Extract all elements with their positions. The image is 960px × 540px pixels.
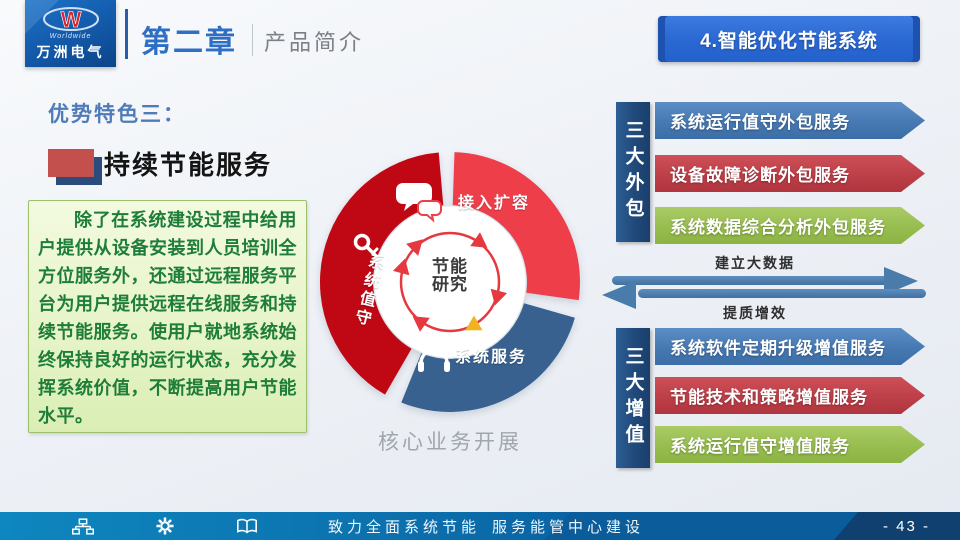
hub-label: 节能 研究 bbox=[395, 258, 505, 294]
key-icon bbox=[353, 233, 384, 261]
flow-arrow-left bbox=[638, 289, 926, 298]
banner-label: 设备故障诊断外包服务 bbox=[670, 166, 850, 185]
segment-system-service bbox=[401, 303, 575, 412]
banner-label: 系统数据综合分析外包服务 bbox=[670, 218, 886, 237]
description-box: 除了在系统建设过程中给用户提供从设备安装到人员培训全方位服务外，还通过远程服务平… bbox=[28, 200, 307, 433]
sitemap-icon bbox=[72, 517, 94, 535]
feature-bullet-marker bbox=[48, 149, 94, 177]
system-badge: 4.智能优化节能系统 bbox=[658, 16, 920, 62]
headphones-icon bbox=[418, 348, 450, 372]
donut-chart bbox=[319, 152, 580, 412]
footer-slogan: 致力全面系统节能 服务能管中心建设 bbox=[328, 512, 644, 540]
flow-label-quality: 提质增效 bbox=[723, 305, 787, 321]
feature-title: 持续节能服务 bbox=[104, 150, 273, 180]
book-icon bbox=[237, 518, 257, 534]
chapter-title: 第二章 bbox=[141, 26, 237, 59]
core-business-diagram: 接入扩容 系统值守 系统服务 节能 研究 bbox=[315, 147, 585, 417]
cycle-ring bbox=[399, 231, 501, 333]
flow-label-bigdata: 建立大数据 bbox=[715, 255, 795, 271]
hub-label-line2: 研究 bbox=[432, 275, 468, 294]
group-title-outsourcing: 三大外包 bbox=[616, 102, 650, 242]
banner-label: 节能技术和策略增值服务 bbox=[670, 388, 868, 407]
banner-outsourcing-2: 设备故障诊断外包服务 bbox=[655, 155, 925, 192]
footer-corner-shape bbox=[834, 512, 960, 540]
chat-bubbles-icon bbox=[396, 183, 442, 223]
segment-label-service: 系统服务 bbox=[455, 349, 528, 366]
header-divider bbox=[125, 9, 128, 59]
banner-label: 系统运行值守外包服务 bbox=[670, 113, 850, 132]
footer-bar: 致力全面系统节能 服务能管中心建设 - 43 - bbox=[0, 512, 960, 540]
company-logo: W Worldwide 万洲电气 bbox=[25, 0, 116, 67]
banner-label: 系统运行值守增值服务 bbox=[670, 437, 850, 456]
footer-slogan-a: 致力全面系统节能 bbox=[328, 518, 481, 536]
banner-outsourcing-3: 系统数据综合分析外包服务 bbox=[655, 207, 925, 244]
segment-label-access: 接入扩容 bbox=[458, 195, 531, 212]
page-number: - 43 - bbox=[882, 517, 930, 535]
segment-system-duty bbox=[319, 152, 444, 395]
logo-w-icon: W bbox=[41, 6, 101, 32]
section-title: 产品简介 bbox=[264, 30, 365, 55]
logo-brand-en: Worldwide bbox=[49, 32, 92, 40]
banner-value-2: 节能技术和策略增值服务 bbox=[655, 377, 925, 414]
flow-arrow-right bbox=[612, 276, 888, 285]
banner-label: 系统软件定期升级增值服务 bbox=[670, 339, 886, 358]
feature-section-label: 优势特色三： bbox=[48, 103, 186, 126]
group-title-value-added-label: 三大增值 bbox=[622, 346, 644, 450]
gear-icon bbox=[156, 517, 174, 535]
banner-value-1: 系统软件定期升级增值服务 bbox=[655, 328, 925, 365]
group-title-value-added: 三大增值 bbox=[616, 328, 650, 468]
logo-brand-cn: 万洲电气 bbox=[36, 43, 105, 60]
system-badge-label: 4.智能优化节能系统 bbox=[700, 30, 878, 52]
banner-outsourcing-1: 系统运行值守外包服务 bbox=[655, 102, 925, 139]
flow-arrowhead-left-icon bbox=[602, 281, 636, 309]
diagram-caption: 核心业务开展 bbox=[378, 431, 522, 454]
segment-access-expansion bbox=[452, 152, 580, 301]
subtitle-divider bbox=[252, 24, 253, 56]
banner-value-3: 系统运行值守增值服务 bbox=[655, 426, 925, 463]
hub-label-line1: 节能 bbox=[432, 257, 468, 276]
group-title-outsourcing-label: 三大外包 bbox=[622, 120, 644, 224]
description-text: 除了在系统建设过程中给用户提供从设备安装到人员培训全方位服务外，还通过远程服务平… bbox=[38, 210, 297, 426]
svg-text:W: W bbox=[60, 7, 81, 32]
footer-icons bbox=[72, 512, 258, 540]
cycle-arrow-icons bbox=[392, 232, 508, 332]
footer-slogan-b: 服务能管中心建设 bbox=[492, 518, 645, 536]
footer-left-gradient bbox=[0, 512, 570, 540]
